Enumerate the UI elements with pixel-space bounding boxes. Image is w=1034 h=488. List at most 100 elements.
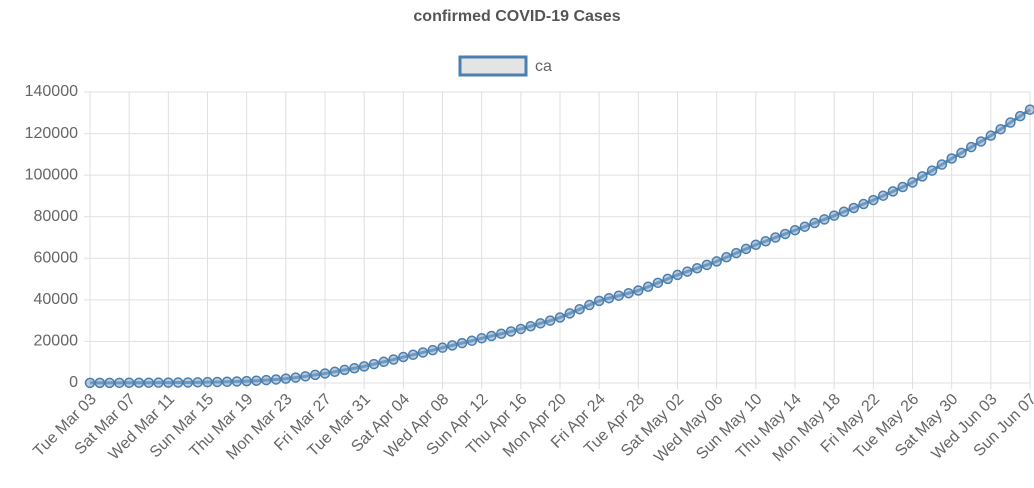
y-tick-label: 60000 — [34, 250, 79, 267]
data-point — [593, 295, 605, 307]
data-point — [104, 377, 115, 389]
data-point — [985, 130, 997, 141]
data-point — [241, 375, 252, 387]
data-point — [329, 366, 341, 378]
data-point — [202, 376, 213, 388]
data-point — [554, 312, 566, 323]
data-point — [848, 202, 859, 214]
data-point — [163, 377, 174, 388]
data-point — [349, 362, 360, 374]
data-point — [417, 347, 429, 358]
data-point — [339, 364, 350, 376]
data-point — [613, 290, 624, 301]
y-tick-label: 0 — [69, 374, 78, 391]
y-tick-label: 120000 — [25, 125, 78, 142]
data-point — [809, 217, 820, 229]
data-point — [956, 147, 967, 159]
data-point — [182, 377, 194, 388]
data-point — [701, 259, 713, 271]
data-point — [535, 318, 546, 329]
data-point — [828, 210, 840, 221]
y-tick-label: 80000 — [34, 208, 79, 225]
data-point — [427, 344, 438, 356]
legend-label[interactable]: ca — [535, 58, 552, 75]
data-point — [437, 342, 448, 353]
data-point — [838, 206, 850, 217]
data-point — [368, 358, 380, 370]
data-point — [143, 377, 154, 388]
data-point — [691, 263, 703, 274]
data-point — [231, 376, 243, 387]
data-point — [652, 277, 664, 289]
data-point — [476, 333, 487, 344]
data-point — [740, 243, 752, 255]
data-point — [133, 377, 145, 389]
data-point — [515, 323, 527, 335]
data-point — [358, 361, 370, 372]
data-point — [682, 266, 693, 277]
data-point — [711, 256, 722, 267]
data-point — [319, 368, 331, 379]
data-point — [584, 299, 595, 311]
data-point — [975, 136, 987, 147]
data-point — [456, 337, 468, 349]
data-point — [770, 232, 781, 243]
data-point — [378, 356, 389, 368]
data-point — [564, 308, 576, 319]
data-point — [633, 285, 644, 296]
y-tick-label: 40000 — [34, 291, 79, 308]
data-point — [907, 177, 918, 188]
data-point — [212, 376, 223, 388]
data-point — [946, 153, 957, 164]
data-point — [877, 190, 889, 201]
data-point — [525, 321, 536, 332]
data-point — [750, 239, 762, 251]
data-point — [251, 375, 262, 386]
data-point — [672, 269, 683, 281]
data-point — [760, 235, 771, 247]
data-point — [172, 377, 184, 388]
data-point — [603, 292, 615, 304]
data-point — [887, 186, 899, 197]
data-point — [388, 354, 399, 365]
data-point — [496, 328, 507, 339]
data-point — [192, 377, 203, 388]
data-point — [623, 287, 634, 299]
data-point — [290, 372, 301, 383]
data-point — [221, 376, 233, 388]
data-point — [819, 214, 830, 225]
data-point — [1024, 104, 1034, 115]
data-point — [858, 198, 869, 210]
y-tick-label: 20000 — [34, 333, 79, 350]
data-point — [731, 247, 742, 259]
data-point — [897, 181, 908, 193]
data-point — [486, 330, 497, 342]
data-point — [123, 377, 135, 389]
data-point — [300, 371, 311, 382]
data-point — [407, 349, 419, 360]
data-point — [309, 369, 321, 381]
data-point — [799, 221, 811, 232]
data-point — [466, 335, 478, 347]
data-point — [868, 194, 879, 206]
data-point — [544, 315, 556, 326]
data-point — [114, 377, 125, 389]
data-point — [1014, 110, 1026, 122]
data-point — [926, 165, 938, 176]
data-point — [995, 123, 1006, 135]
data-point — [280, 373, 292, 384]
data-point — [94, 377, 106, 389]
legend-swatch[interactable] — [458, 55, 528, 77]
data-point — [270, 374, 282, 385]
data-point — [574, 303, 585, 315]
data-point — [398, 351, 409, 363]
data-point — [936, 159, 948, 170]
data-point — [505, 326, 517, 337]
data-point — [447, 340, 458, 351]
data-point — [779, 228, 791, 240]
data-point — [966, 141, 977, 153]
y-tick-label: 100000 — [25, 166, 78, 183]
data-point — [1005, 117, 1016, 128]
